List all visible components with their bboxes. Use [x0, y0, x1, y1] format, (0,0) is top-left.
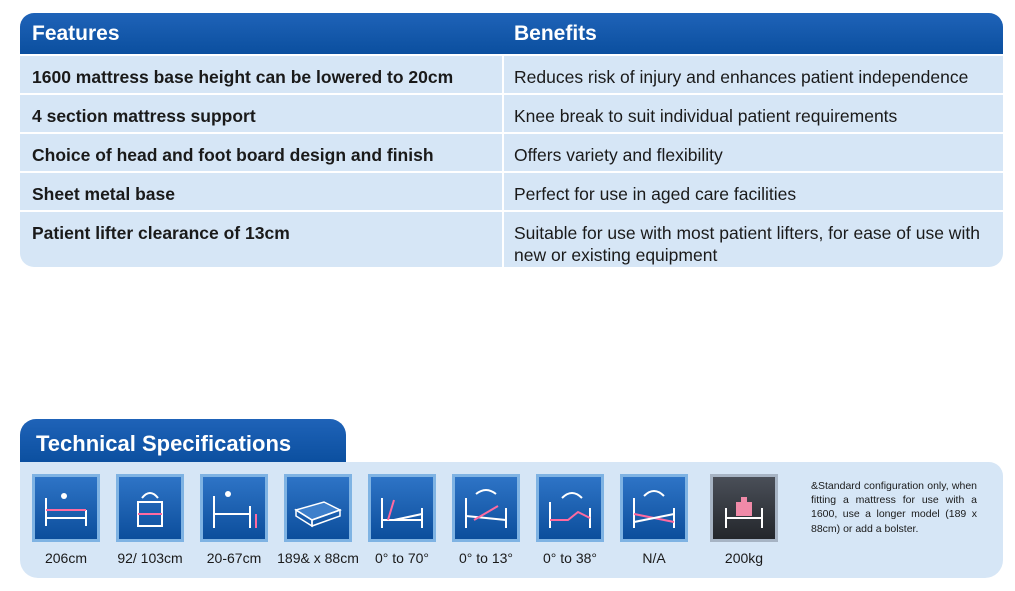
table-row: Sheet metal base Perfect for use in aged… — [20, 171, 1003, 210]
bed-height-icon — [200, 474, 268, 542]
spec-label: N/A — [642, 550, 666, 566]
table-row: Choice of head and foot board design and… — [20, 132, 1003, 171]
benefit-cell: Offers variety and flexibility — [514, 145, 723, 165]
table-header: Features Benefits — [20, 13, 1003, 54]
feature-cell: Patient lifter clearance of 13cm — [32, 223, 290, 243]
spec-label: 92/ 103cm — [117, 550, 183, 566]
spec-label: 0° to 13° — [458, 550, 513, 566]
table-row: 1600 mattress base height can be lowered… — [20, 54, 1003, 93]
spec-label: 189& x 88cm — [277, 550, 359, 566]
spec-label: 200kg — [724, 550, 764, 566]
feature-cell: 1600 mattress base height can be lowered… — [32, 67, 454, 87]
feature-cell: 4 section mattress support — [32, 106, 256, 126]
technical-specifications-panel: 206cm 92/ 103cm 20-67cm 189& x 88cm 0° t… — [20, 462, 1003, 578]
tilt-angle-icon — [452, 474, 520, 542]
benefit-cell: Perfect for use in aged care facilities — [514, 184, 797, 204]
footnote: &Standard configuration only, when fitti… — [811, 480, 977, 535]
bed-length-icon — [32, 474, 100, 542]
features-header: Features — [32, 22, 120, 45]
spec-label: 20-67cm — [206, 550, 262, 566]
spec-label: 0° to 70° — [374, 550, 429, 566]
feature-cell: Choice of head and foot board design and… — [32, 145, 434, 165]
bed-width-icon — [116, 474, 184, 542]
safe-working-load-icon — [710, 474, 778, 542]
spec-label: 0° to 38° — [542, 550, 597, 566]
benefits-header: Benefits — [514, 22, 597, 45]
benefit-cell: Suitable for use with most patient lifte… — [514, 223, 980, 265]
spec-label: 206cm — [44, 550, 88, 566]
backrest-angle-icon — [368, 474, 436, 542]
trendelenburg-icon — [620, 474, 688, 542]
mattress-size-icon — [284, 474, 352, 542]
table-row: 4 section mattress support Knee break to… — [20, 93, 1003, 132]
knee-break-icon — [536, 474, 604, 542]
table-row: Patient lifter clearance of 13cm Suitabl… — [20, 210, 1003, 267]
technical-specifications-title: Technical Specifications — [20, 419, 346, 463]
benefit-cell: Reduces risk of injury and enhances pati… — [514, 67, 969, 87]
feature-cell: Sheet metal base — [32, 184, 175, 204]
features-benefits-table: Features Benefits 1600 mattress base hei… — [20, 13, 1003, 267]
benefit-cell: Knee break to suit individual patient re… — [514, 106, 898, 126]
